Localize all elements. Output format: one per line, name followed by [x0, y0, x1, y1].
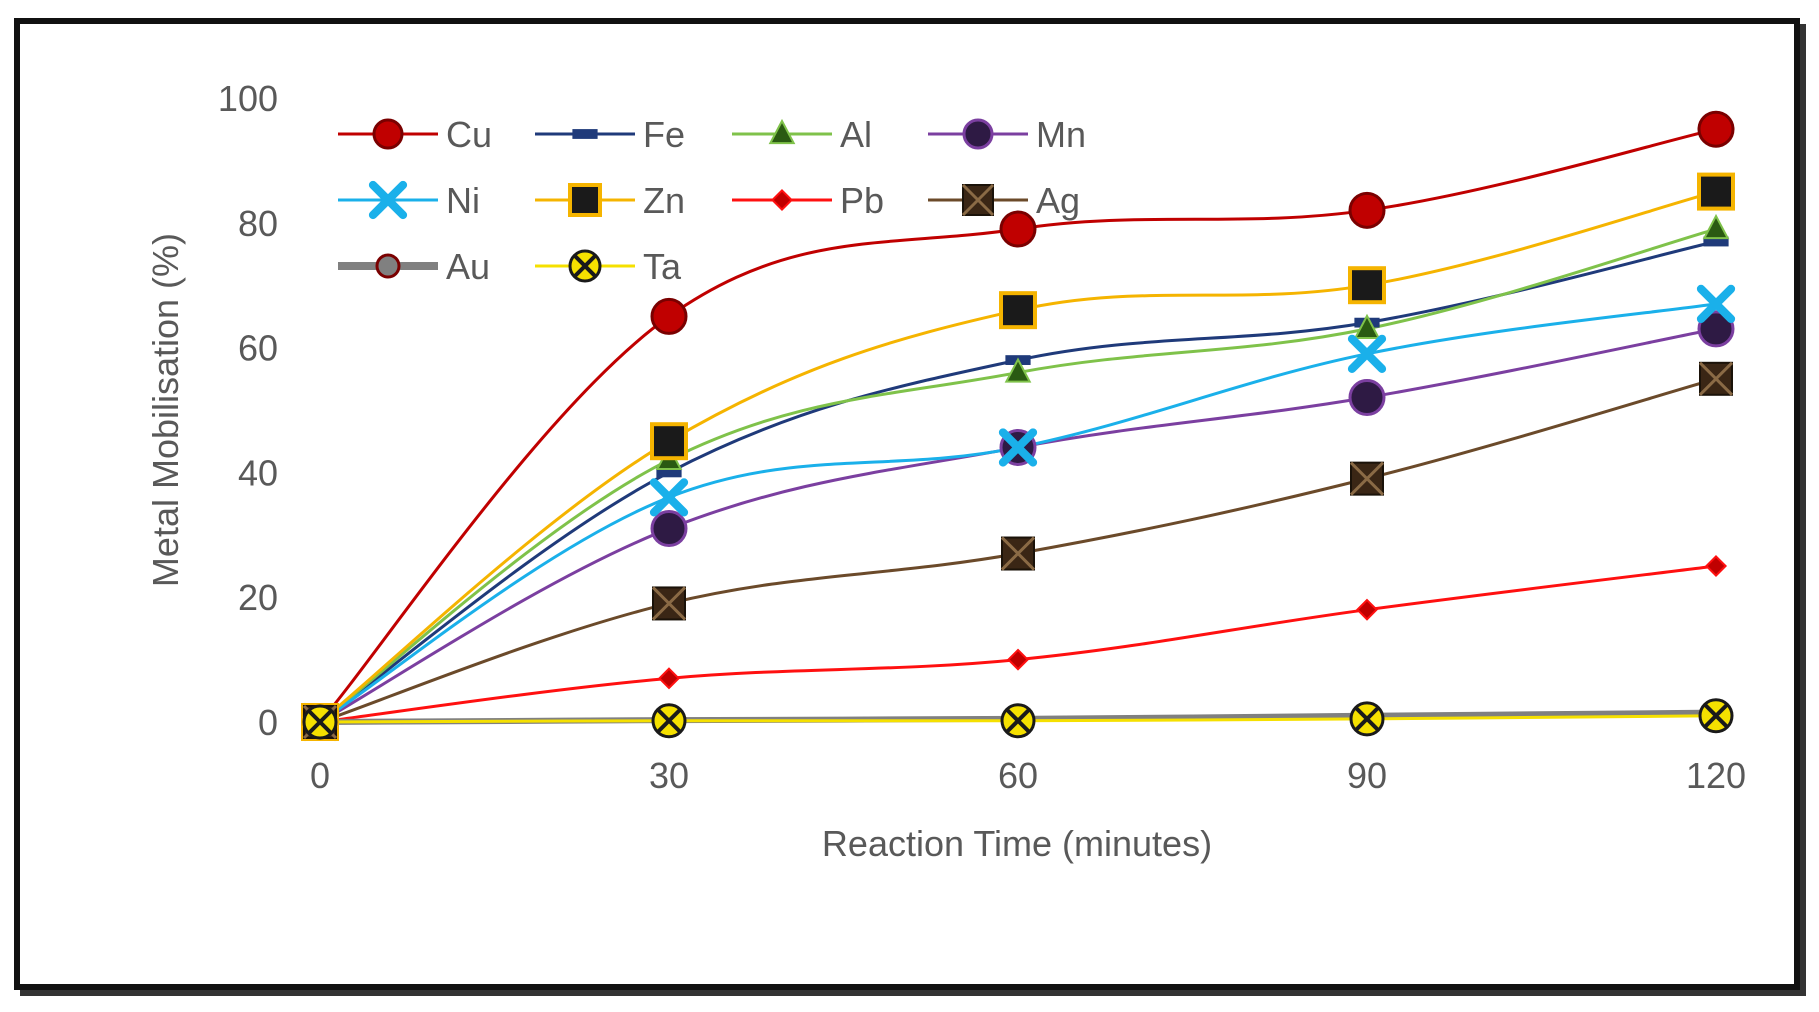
- legend-marker-ta: [568, 249, 602, 283]
- legend-label-zn: Zn: [643, 180, 685, 221]
- data-point-zn: [1348, 266, 1386, 305]
- chart-frame: [14, 18, 1800, 990]
- data-point-pb: [1006, 648, 1030, 671]
- x-tick-label: 60: [998, 755, 1038, 796]
- legend-item-pb: Pb: [732, 180, 884, 221]
- data-point-ta: [1000, 703, 1036, 739]
- data-point-ni: [649, 478, 689, 517]
- data-point-mn: [650, 510, 688, 548]
- data-point-ta: [302, 704, 338, 740]
- legend: Cu Fe Al Mn Ni Zn Pb Ag Au Ta: [338, 114, 1086, 287]
- legend-label-pb: Pb: [840, 180, 884, 221]
- data-point-ta: [1698, 698, 1734, 734]
- legend-marker-cu: [372, 118, 404, 150]
- legend-marker-pb: [770, 188, 794, 212]
- legend-label-ag: Ag: [1036, 180, 1080, 221]
- data-point-ni: [998, 428, 1038, 467]
- legend-label-au: Au: [446, 246, 490, 287]
- x-tick-label: 90: [1347, 755, 1387, 796]
- legend-marker-mn: [962, 118, 994, 150]
- data-point-ta: [1349, 701, 1385, 737]
- y-axis-label: Metal Mobilisation (%): [145, 233, 186, 587]
- data-point-cu: [1697, 110, 1735, 148]
- data-point-mn: [1697, 310, 1735, 348]
- legend-item-zn: Zn: [535, 180, 685, 221]
- legend-item-au: Au: [338, 246, 490, 287]
- y-tick-label: 80: [238, 203, 278, 244]
- data-point-fe: [1703, 236, 1729, 247]
- legend-item-ni: Ni: [338, 180, 480, 221]
- legend-marker-au: [375, 253, 401, 279]
- data-point-pb: [1355, 598, 1379, 621]
- legend-label-ni: Ni: [446, 180, 480, 221]
- data-point-pb: [1704, 554, 1728, 578]
- legend-marker-fe: [572, 129, 598, 139]
- y-tick-label: 60: [238, 328, 278, 369]
- legend-marker-al: [768, 118, 796, 145]
- legend-item-cu: Cu: [338, 114, 492, 155]
- y-axis-tick-labels: 0 20 40 60 80 100: [218, 78, 278, 743]
- y-tick-label: 20: [238, 577, 278, 618]
- y-tick-label: 40: [238, 452, 278, 493]
- x-tick-label: 0: [310, 755, 330, 796]
- legend-marker-ni: [368, 180, 408, 220]
- y-tick-label: 0: [258, 702, 278, 743]
- x-tick-label: 120: [1686, 755, 1746, 796]
- data-point-mn: [1348, 379, 1386, 417]
- y-tick-label: 100: [218, 78, 278, 119]
- data-point-al: [1702, 213, 1730, 240]
- data-point-ag: [1349, 461, 1385, 496]
- legend-label-mn: Mn: [1036, 114, 1086, 155]
- legend-item-ag: Ag: [928, 180, 1080, 221]
- data-point-ni: [1347, 334, 1387, 373]
- x-tick-label: 30: [649, 755, 689, 796]
- data-point-zn: [999, 291, 1037, 330]
- data-point-ag: [651, 586, 687, 621]
- legend-item-al: Al: [732, 114, 872, 155]
- data-point-ag: [1698, 361, 1734, 396]
- data-point-al: [1004, 357, 1032, 383]
- data-point-cu: [1348, 191, 1386, 229]
- series-markers: [300, 110, 1736, 742]
- x-axis-tick-labels: 0 30 60 90 120: [310, 755, 1746, 796]
- data-point-zn: [1697, 172, 1735, 211]
- data-point-al: [1353, 313, 1381, 339]
- legend-marker-zn: [568, 183, 602, 217]
- data-point-pb: [657, 667, 681, 690]
- legend-label-al: Al: [840, 114, 872, 155]
- data-point-cu: [650, 297, 688, 335]
- legend-item-fe: Fe: [535, 114, 685, 155]
- data-point-ni: [1696, 284, 1736, 324]
- data-point-cu: [999, 210, 1037, 248]
- legend-label-ta: Ta: [643, 246, 682, 287]
- legend-label-fe: Fe: [643, 114, 685, 155]
- data-point-ag: [1000, 536, 1036, 571]
- data-point-zn: [650, 422, 688, 461]
- legend-marker-ag: [961, 183, 995, 217]
- legend-item-mn: Mn: [928, 114, 1086, 155]
- data-point-fe: [656, 467, 682, 478]
- series-line-cu: [318, 127, 1717, 723]
- data-point-ta: [651, 703, 687, 739]
- x-axis-label: Reaction Time (minutes): [822, 823, 1212, 864]
- legend-label-cu: Cu: [446, 114, 492, 155]
- legend-item-ta: Ta: [535, 246, 682, 287]
